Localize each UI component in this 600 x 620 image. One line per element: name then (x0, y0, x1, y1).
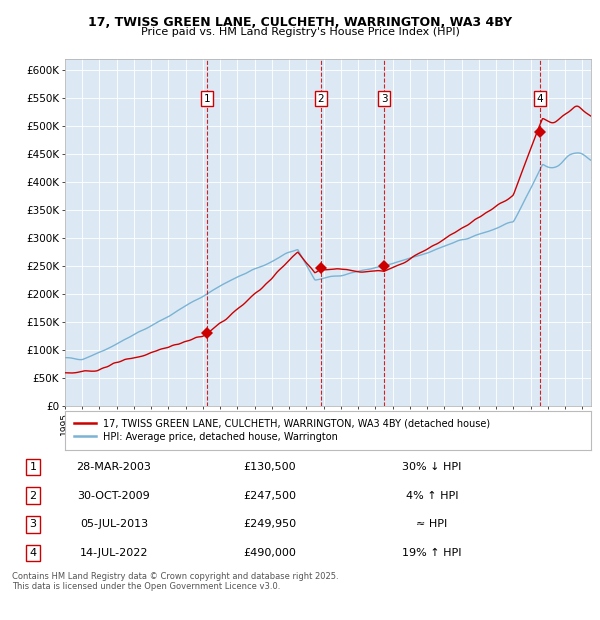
Text: Contains HM Land Registry data © Crown copyright and database right 2025.
This d: Contains HM Land Registry data © Crown c… (12, 572, 338, 591)
Text: 4% ↑ HPI: 4% ↑ HPI (406, 490, 458, 500)
Text: 4: 4 (536, 94, 543, 104)
Text: 19% ↑ HPI: 19% ↑ HPI (402, 548, 462, 558)
Text: 30-OCT-2009: 30-OCT-2009 (77, 490, 151, 500)
Text: 14-JUL-2022: 14-JUL-2022 (80, 548, 148, 558)
Text: ≈ HPI: ≈ HPI (416, 520, 448, 529)
Text: 17, TWISS GREEN LANE, CULCHETH, WARRINGTON, WA3 4BY: 17, TWISS GREEN LANE, CULCHETH, WARRINGT… (88, 16, 512, 29)
Text: 2: 2 (29, 490, 37, 500)
Text: £130,500: £130,500 (244, 462, 296, 472)
Text: 28-MAR-2003: 28-MAR-2003 (77, 462, 151, 472)
Text: £490,000: £490,000 (244, 548, 296, 558)
Text: £247,500: £247,500 (244, 490, 296, 500)
Text: Price paid vs. HM Land Registry's House Price Index (HPI): Price paid vs. HM Land Registry's House … (140, 27, 460, 37)
Text: £249,950: £249,950 (244, 520, 296, 529)
Text: 05-JUL-2013: 05-JUL-2013 (80, 520, 148, 529)
Text: 1: 1 (203, 94, 210, 104)
Text: 30% ↓ HPI: 30% ↓ HPI (403, 462, 461, 472)
Text: 3: 3 (381, 94, 388, 104)
Text: 1: 1 (29, 462, 37, 472)
Text: 2: 2 (317, 94, 324, 104)
Legend: 17, TWISS GREEN LANE, CULCHETH, WARRINGTON, WA3 4BY (detached house), HPI: Avera: 17, TWISS GREEN LANE, CULCHETH, WARRINGT… (70, 415, 494, 446)
Text: 3: 3 (29, 520, 37, 529)
Text: 4: 4 (29, 548, 37, 558)
